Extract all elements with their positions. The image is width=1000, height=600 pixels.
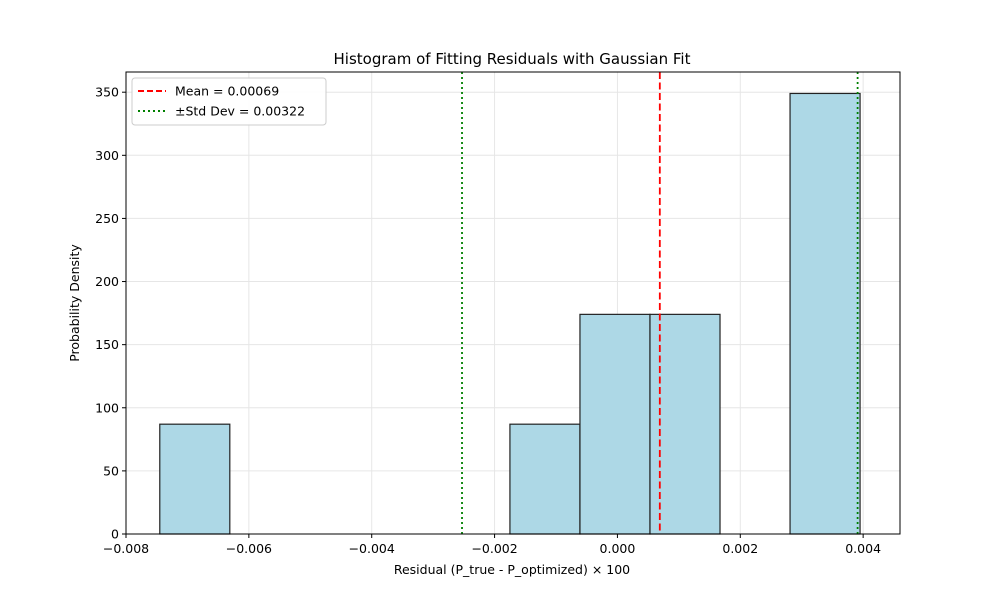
x-tick-label: 0.000 bbox=[600, 541, 636, 556]
x-axis-ticks: −0.008 −0.006 −0.004 −0.002 0.000 0.002 0.004 bbox=[103, 534, 881, 556]
y-tick-label: 50 bbox=[103, 463, 119, 478]
histogram-bars bbox=[159, 92, 861, 535]
histogram-bar bbox=[649, 313, 721, 535]
legend: Mean = 0.00069 ±Std Dev = 0.00322 bbox=[131, 77, 327, 126]
y-tick-label: 200 bbox=[95, 274, 119, 289]
y-tick-label: 150 bbox=[95, 337, 119, 352]
histogram-bar bbox=[159, 423, 231, 535]
legend-frame bbox=[131, 77, 327, 126]
x-axis-label: Residual (P_true - P_optimized) × 100 bbox=[394, 562, 630, 577]
x-tick-label: −0.004 bbox=[349, 541, 395, 556]
histogram-bar bbox=[509, 423, 581, 535]
y-tick-label: 0 bbox=[111, 527, 119, 542]
y-tick-label: 100 bbox=[95, 400, 119, 415]
x-tick-label: 0.002 bbox=[722, 541, 758, 556]
reference-lines bbox=[461, 72, 859, 534]
histogram-bar bbox=[579, 313, 651, 535]
y-axis-label: Probability Density bbox=[67, 244, 82, 362]
histogram-bar bbox=[789, 92, 861, 535]
y-tick-label: 350 bbox=[95, 85, 119, 100]
x-tick-label: −0.002 bbox=[471, 541, 517, 556]
x-tick-label: −0.008 bbox=[103, 541, 149, 556]
y-tick-label: 300 bbox=[95, 148, 119, 163]
legend-label-std: ±Std Dev = 0.00322 bbox=[175, 104, 305, 119]
axes-frame bbox=[125, 71, 901, 535]
y-axis-ticks: 0 50 100 150 200 250 300 350 bbox=[95, 85, 126, 542]
legend-label-mean: Mean = 0.00069 bbox=[175, 84, 279, 99]
x-tick-label: 0.004 bbox=[845, 541, 881, 556]
chart-title: Histogram of Fitting Residuals with Gaus… bbox=[334, 50, 691, 68]
x-tick-label: −0.006 bbox=[226, 541, 272, 556]
y-tick-label: 250 bbox=[95, 211, 119, 226]
